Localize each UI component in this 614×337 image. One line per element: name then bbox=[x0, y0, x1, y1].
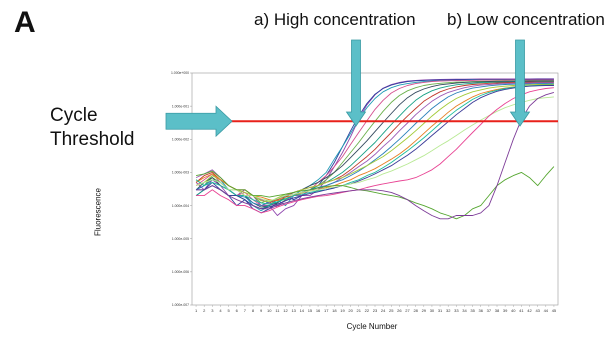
x-tick-label: 3 bbox=[211, 308, 214, 313]
cycle-threshold-label: Cycle Threshold bbox=[50, 104, 135, 152]
x-tick-label: 15 bbox=[308, 308, 313, 313]
threshold-arrow bbox=[165, 105, 233, 138]
x-tick-label: 9 bbox=[260, 308, 263, 313]
x-tick-label: 19 bbox=[340, 308, 345, 313]
y-tick-label: 1.000e-003 bbox=[172, 171, 189, 175]
series-line-6 bbox=[195, 80, 554, 208]
x-tick-label: 21 bbox=[357, 308, 362, 313]
annotation-low-concentration: b) Low concentration bbox=[447, 10, 605, 29]
y-tick-label: 1.000e-007 bbox=[172, 303, 189, 307]
y-tick-label: 1.000e-001 bbox=[172, 104, 189, 108]
x-tick-label: 36 bbox=[479, 308, 484, 313]
x-tick-label: 18 bbox=[332, 308, 337, 313]
panel-letter: A bbox=[14, 6, 36, 39]
series-line-1 bbox=[195, 78, 554, 216]
series-line-17 bbox=[196, 87, 554, 214]
x-tick-label: 7 bbox=[244, 308, 247, 313]
x-tick-label: 13 bbox=[291, 308, 296, 313]
x-tick-label: 40 bbox=[511, 308, 516, 313]
threshold-label-line2: Threshold bbox=[50, 129, 135, 150]
x-tick-label: 23 bbox=[373, 308, 378, 313]
x-tick-label: 4 bbox=[219, 308, 222, 313]
x-tick-label: 42 bbox=[527, 308, 532, 313]
y-tick-label: 1.000e-002 bbox=[172, 137, 189, 141]
y-tick-label: 1.000e+000 bbox=[171, 71, 189, 75]
x-tick-label: 41 bbox=[519, 308, 524, 313]
x-tick-label: 37 bbox=[487, 308, 492, 313]
x-tick-label: 45 bbox=[552, 308, 557, 313]
x-axis-label: Cycle Number bbox=[346, 322, 398, 331]
series-line-15 bbox=[195, 96, 554, 202]
series-line-3 bbox=[195, 79, 554, 212]
x-tick-label: 38 bbox=[495, 308, 500, 313]
x-tick-label: 11 bbox=[275, 308, 280, 313]
x-tick-label: 17 bbox=[324, 308, 329, 313]
x-tick-label: 44 bbox=[544, 308, 549, 313]
x-tick-label: 10 bbox=[267, 308, 272, 313]
series-line-18 bbox=[196, 91, 555, 220]
x-tick-label: 27 bbox=[405, 308, 410, 313]
x-tick-label: 28 bbox=[413, 308, 418, 313]
annotation-high-concentration: a) High concentration bbox=[254, 10, 416, 29]
series-line-12 bbox=[195, 84, 554, 202]
y-tick-label: 1.000e-005 bbox=[172, 237, 189, 241]
plot-frame bbox=[191, 72, 559, 306]
x-tick-label: 14 bbox=[300, 308, 305, 313]
x-tick-label: 35 bbox=[470, 308, 475, 313]
x-tick-label: 25 bbox=[389, 308, 394, 313]
high-concentration-arrow bbox=[345, 39, 367, 127]
x-tick-label: 24 bbox=[381, 308, 386, 313]
x-tick-label: 2 bbox=[203, 308, 206, 313]
x-tick-label: 1 bbox=[195, 308, 198, 313]
x-tick-label: 31 bbox=[438, 308, 443, 313]
x-tick-label: 32 bbox=[446, 308, 451, 313]
x-tick-label: 5 bbox=[227, 308, 230, 313]
y-tick-label: 1.000e-006 bbox=[172, 270, 189, 274]
low-concentration-arrow bbox=[509, 39, 531, 127]
series-line-16 bbox=[196, 166, 555, 220]
series-line-11 bbox=[195, 83, 554, 203]
threshold-label-line1: Cycle bbox=[50, 105, 98, 126]
x-tick-label: 29 bbox=[422, 308, 427, 313]
series-line-13 bbox=[195, 84, 554, 205]
x-tick-label: 12 bbox=[283, 308, 288, 313]
x-tick-label: 6 bbox=[236, 308, 239, 313]
x-tick-label: 26 bbox=[397, 308, 402, 313]
series-line-14 bbox=[196, 85, 554, 210]
x-tick-label: 39 bbox=[503, 308, 508, 313]
y-tick-label: 1.000e-004 bbox=[172, 204, 189, 208]
x-tick-label: 8 bbox=[252, 308, 255, 313]
x-tick-label: 43 bbox=[535, 308, 540, 313]
series-line-9 bbox=[195, 82, 554, 207]
x-tick-label: 33 bbox=[454, 308, 459, 313]
x-tick-label: 16 bbox=[316, 308, 321, 313]
series-line-5 bbox=[195, 80, 554, 207]
x-tick-label: 22 bbox=[365, 308, 370, 313]
x-tick-label: 30 bbox=[430, 308, 435, 313]
x-tick-label: 20 bbox=[348, 308, 353, 313]
series-line-10 bbox=[195, 83, 554, 207]
x-tick-label: 34 bbox=[462, 308, 467, 313]
series-line-4 bbox=[195, 79, 554, 208]
